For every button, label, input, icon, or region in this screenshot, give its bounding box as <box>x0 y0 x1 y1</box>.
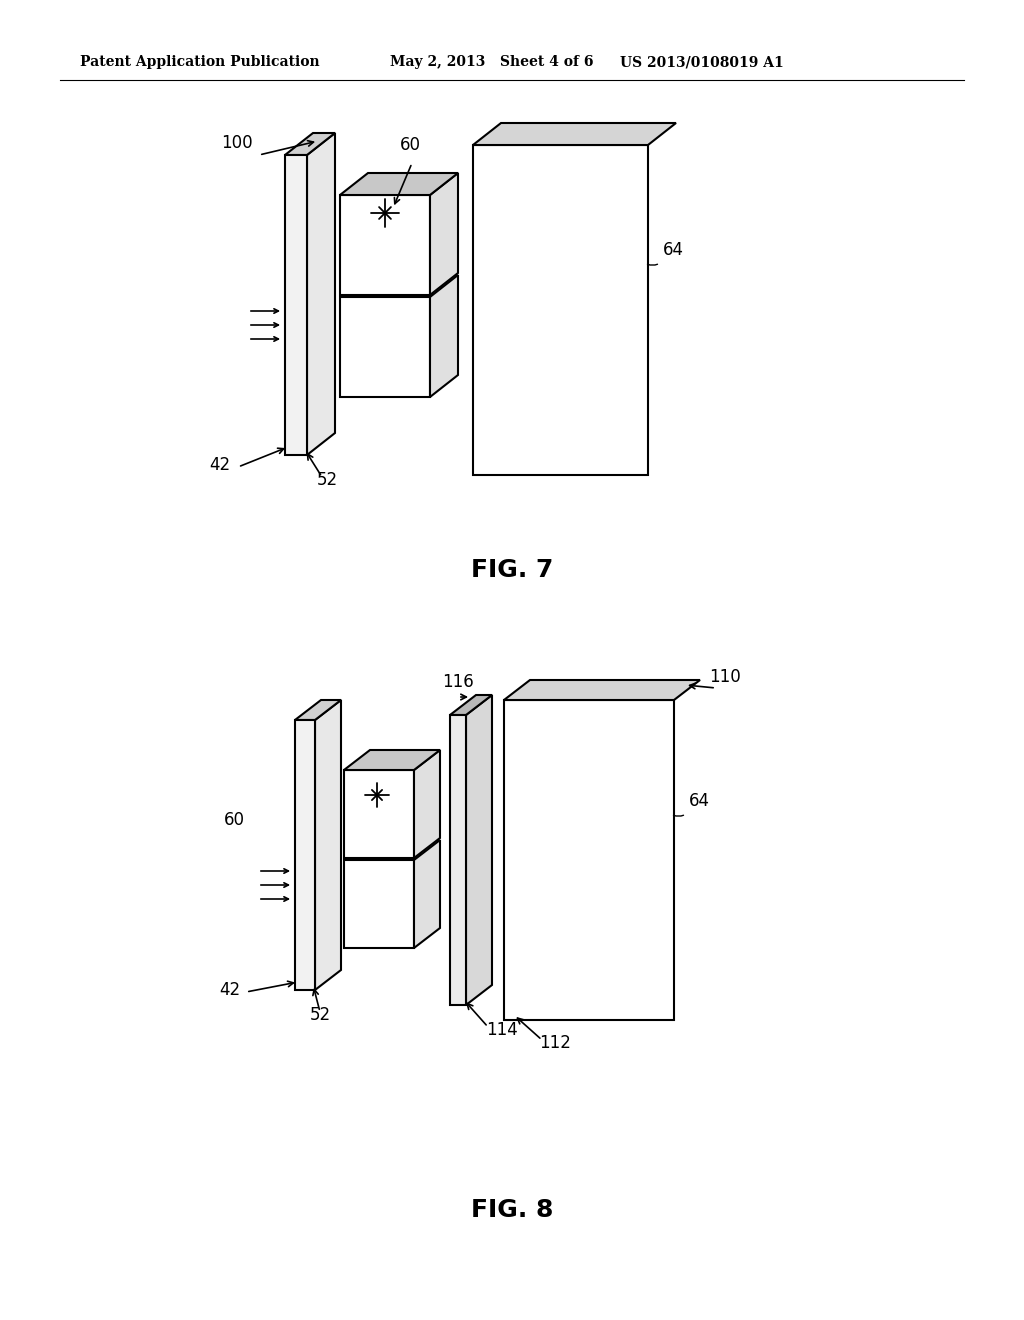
Polygon shape <box>307 133 335 455</box>
Polygon shape <box>473 145 648 475</box>
Text: 100: 100 <box>221 135 253 152</box>
Polygon shape <box>414 750 440 858</box>
Text: 52: 52 <box>317 471 338 488</box>
Text: 116: 116 <box>442 673 474 690</box>
Polygon shape <box>414 840 440 948</box>
Polygon shape <box>450 696 492 715</box>
Polygon shape <box>344 770 414 858</box>
Polygon shape <box>340 173 458 195</box>
Text: May 2, 2013   Sheet 4 of 6: May 2, 2013 Sheet 4 of 6 <box>390 55 594 69</box>
Text: 112: 112 <box>539 1034 570 1052</box>
Polygon shape <box>285 154 307 455</box>
Polygon shape <box>295 719 315 990</box>
Text: US 2013/0108019 A1: US 2013/0108019 A1 <box>620 55 783 69</box>
Polygon shape <box>473 123 676 145</box>
Polygon shape <box>430 275 458 397</box>
Polygon shape <box>340 195 430 294</box>
Text: 42: 42 <box>219 981 240 999</box>
Polygon shape <box>504 680 700 700</box>
Text: 64: 64 <box>689 792 710 810</box>
Polygon shape <box>450 715 466 1005</box>
Polygon shape <box>344 861 414 948</box>
Polygon shape <box>344 750 440 770</box>
Text: Patent Application Publication: Patent Application Publication <box>80 55 319 69</box>
Polygon shape <box>466 696 492 1005</box>
Text: 60: 60 <box>400 136 421 154</box>
Text: FIG. 7: FIG. 7 <box>471 558 553 582</box>
Polygon shape <box>504 700 674 1020</box>
Polygon shape <box>285 133 335 154</box>
Text: 60: 60 <box>224 810 245 829</box>
Text: 110: 110 <box>709 668 740 686</box>
Text: 52: 52 <box>310 1006 331 1024</box>
Polygon shape <box>295 700 341 719</box>
Polygon shape <box>340 297 430 397</box>
Text: 114: 114 <box>486 1020 518 1039</box>
Text: FIG. 8: FIG. 8 <box>471 1199 553 1222</box>
Polygon shape <box>315 700 341 990</box>
Polygon shape <box>430 173 458 294</box>
Text: 64: 64 <box>663 242 684 259</box>
Text: 42: 42 <box>209 455 230 474</box>
